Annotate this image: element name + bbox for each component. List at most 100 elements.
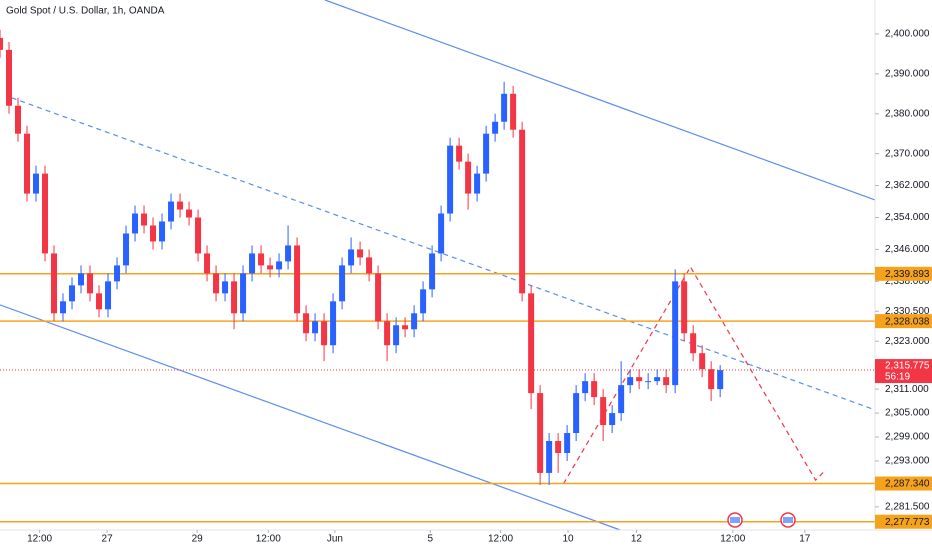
candle-body [384,321,391,346]
level-label-box [875,266,932,281]
candle-body [249,253,256,274]
last-price-box [875,359,932,384]
candle-body [105,281,112,310]
x-tick-label: 17 [799,534,811,545]
candle-body [510,93,517,130]
candle-body [96,293,103,310]
event-icons [727,512,796,528]
level-label: 2,277.773 [885,517,930,528]
candle-body [258,253,265,266]
candle-body [195,217,202,254]
candle-body [357,249,364,258]
candle-body [555,441,562,453]
candle-body [15,105,22,134]
candle-body [231,281,238,314]
candle-body [285,245,292,262]
level-label-box [875,514,932,529]
y-tick-label: 2,299.000 [885,432,930,443]
candle-body [474,173,481,194]
countdown-label: 56:19 [885,372,910,383]
level-label-box [875,476,932,491]
y-tick-label: 2,346.000 [885,244,930,255]
plot-area [0,0,876,531]
candle-body [114,265,121,282]
candle-body [24,133,31,194]
candle-body [330,301,337,346]
candle-body [537,393,544,473]
level-label: 2,339.893 [885,269,930,280]
candle-body [366,257,373,274]
last-price-label: 2,315.775 [885,361,930,372]
candle-body [303,313,310,334]
candle-body [528,293,535,394]
y-tick-label: 2,323.000 [885,336,930,347]
candle-body [672,281,679,386]
candle-body [375,273,382,322]
candle-body [321,321,328,346]
candle-body [636,377,643,382]
candle-body [699,353,706,370]
candle-body [42,173,49,254]
candle-body [69,285,76,302]
candle-body [186,209,193,218]
candle-body [168,201,175,222]
candle-body [600,397,607,426]
y-tick-label: 2,330.500 [885,306,930,317]
x-tick-label: Jun [327,534,343,545]
candle-body [402,325,409,330]
y-tick-label: 2,354.000 [885,212,930,223]
candle-body [519,129,526,294]
x-tick-label: 29 [192,534,204,545]
candle-body [141,213,148,226]
level-label-box [875,314,932,329]
y-tick-label: 2,370.000 [885,148,930,159]
candle-body [492,121,499,134]
trend-line [0,304,621,531]
candle-body [132,213,139,234]
candle-body [690,333,697,354]
x-tick-label: 5 [428,534,434,545]
y-tick-label: 2,338.000 [885,276,930,287]
candle-body [87,273,94,294]
candle-body [312,321,319,334]
candle-body [708,369,715,390]
candle-body [645,381,652,383]
candle-body [609,413,616,426]
candle-body [582,381,589,394]
y-tick-label: 2,380.000 [885,108,930,119]
candle-body [204,253,211,274]
candle-body [294,245,301,314]
candle-body [429,253,436,290]
flag-icon [783,517,793,523]
x-tick-label: 12:00 [488,534,513,545]
x-tick-label: 12:00 [256,534,281,545]
x-tick-label: 12:00 [27,534,52,545]
y-tick-label: 2,311.000 [885,384,929,395]
candle-body [627,377,634,386]
x-tick-label: 12 [631,534,643,545]
candle-body [663,377,670,386]
candle-body [0,37,3,50]
candle-body [348,249,355,266]
candle-body [150,225,157,242]
candle-body [420,289,427,314]
candle-body [483,133,490,174]
candle-body [501,93,508,122]
flag-icon [730,517,740,523]
candle-body [654,377,661,382]
candle-body [213,273,220,294]
candle-body [123,233,130,266]
x-tick-label: 12:00 [720,534,745,545]
candle-body [276,261,283,270]
candle-body [177,201,184,210]
candle-body [6,49,13,106]
candle-body [564,433,571,453]
y-tick-label: 2,281.500 [885,501,930,512]
candle-body [438,213,445,254]
candle-body [591,381,598,398]
candle-body [456,145,463,162]
candle-body [546,441,553,473]
